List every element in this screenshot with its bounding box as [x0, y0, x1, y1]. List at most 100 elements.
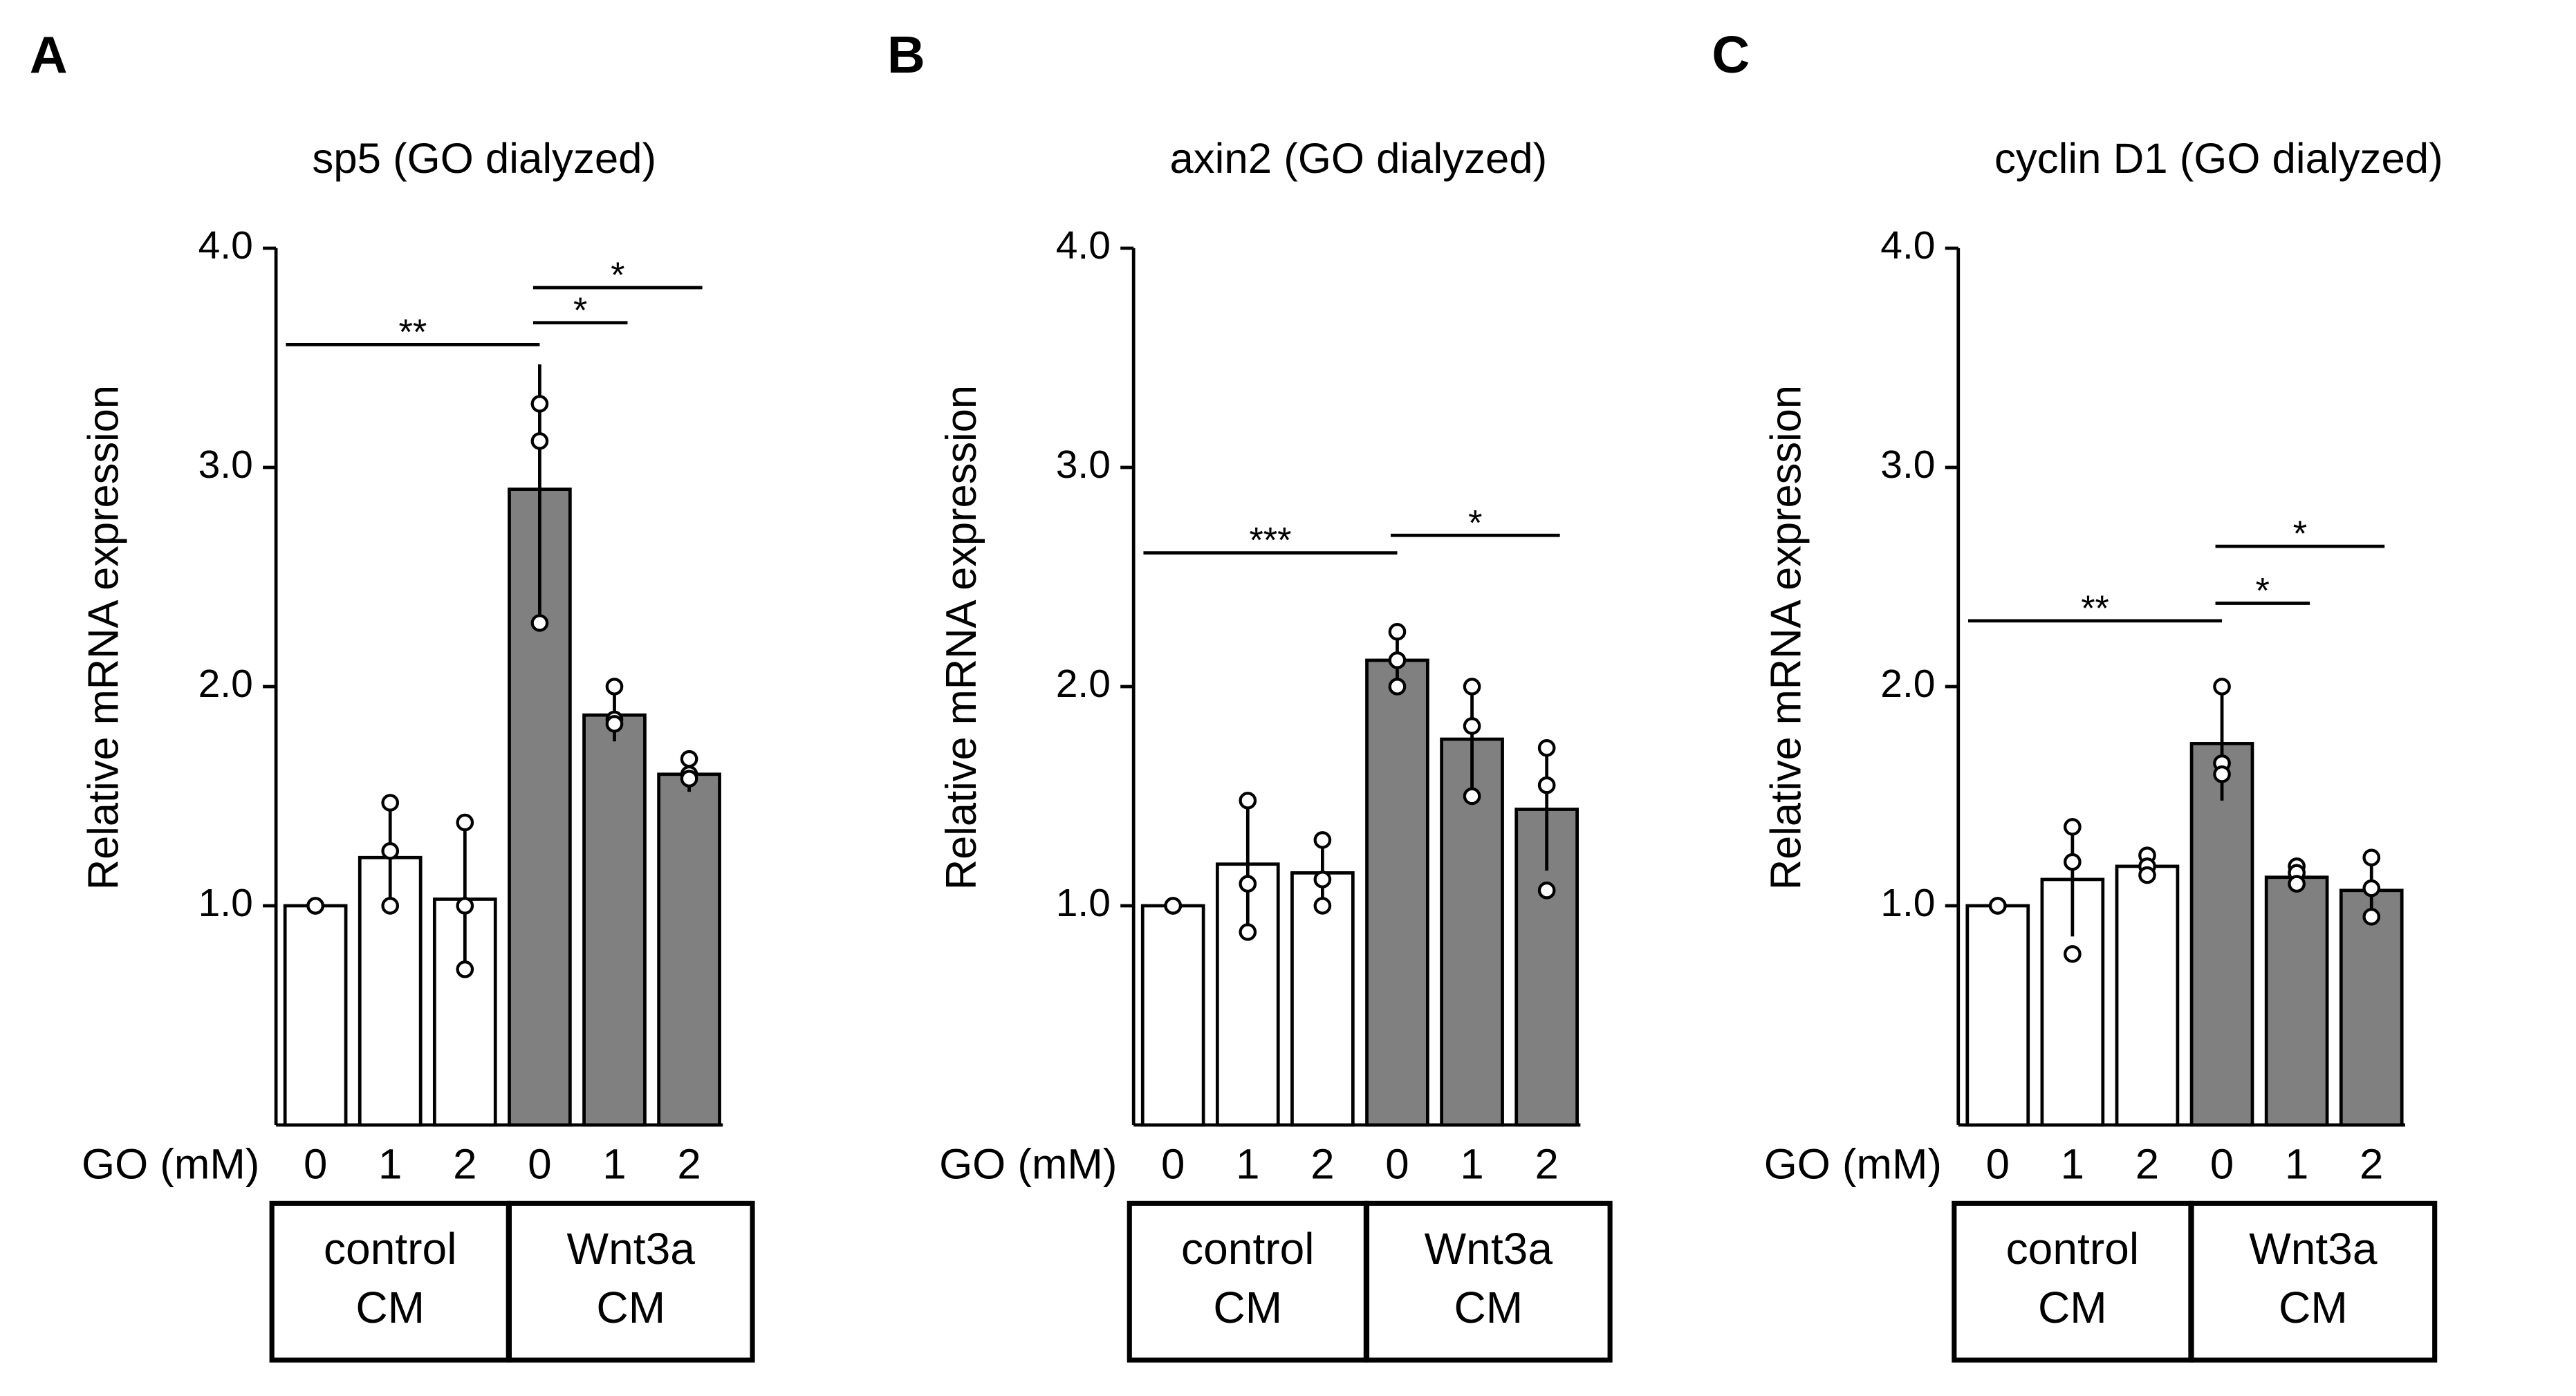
group-label: Wnt3a — [567, 1224, 696, 1274]
chart-title: axin2 (GO dialyzed) — [1169, 135, 1547, 183]
significance-label: ** — [399, 313, 427, 353]
x-tick-label: 0 — [1161, 1141, 1185, 1189]
data-point — [2064, 853, 2082, 871]
x-axis-label: GO (mM) — [82, 1141, 259, 1189]
group-label: CM — [355, 1283, 425, 1332]
x-tick-label: 2 — [677, 1141, 701, 1189]
data-point — [456, 813, 474, 832]
data-point — [680, 750, 698, 768]
x-tick-label: 2 — [1535, 1141, 1558, 1189]
bar — [2040, 877, 2105, 1127]
bar — [1290, 871, 1355, 1127]
data-point — [1988, 897, 2007, 915]
data-point — [1463, 787, 1481, 806]
y-tick-label: 3.0 — [1056, 443, 1111, 487]
group-label: CM — [2038, 1283, 2107, 1332]
bar — [2115, 864, 2180, 1127]
y-axis-label: Relative mRNA expression — [80, 385, 128, 890]
data-point — [1239, 923, 1257, 941]
data-point — [1239, 792, 1257, 810]
data-point — [605, 715, 624, 733]
data-point — [1388, 678, 1407, 696]
data-point — [1313, 831, 1332, 849]
x-tick-label: 0 — [528, 1141, 551, 1189]
y-tick-label: 2.0 — [1880, 662, 1935, 706]
data-point — [2213, 678, 2231, 696]
data-point — [1164, 897, 1183, 915]
x-axis-label: GO (mM) — [1764, 1141, 1942, 1189]
panel-letter: B — [887, 26, 925, 84]
data-point — [381, 794, 400, 812]
data-point — [456, 897, 474, 915]
x-tick-label: 1 — [602, 1141, 626, 1189]
x-tick-label: 1 — [2061, 1141, 2084, 1189]
significance-label: * — [573, 290, 587, 331]
bar — [1965, 904, 2030, 1127]
data-point — [381, 897, 400, 915]
x-tick-label: 0 — [1385, 1141, 1409, 1189]
bar — [2189, 742, 2254, 1127]
bar — [508, 487, 572, 1127]
group-label: Wnt3a — [2249, 1224, 2378, 1274]
data-point — [456, 960, 474, 978]
bar — [1140, 904, 1205, 1127]
data-point — [1463, 678, 1481, 696]
data-point — [2362, 908, 2381, 926]
y-tick-label: 2.0 — [1056, 662, 1111, 706]
data-point — [2064, 944, 2082, 963]
data-point — [2362, 848, 2381, 866]
x-tick-label: 0 — [304, 1141, 327, 1189]
data-point — [1537, 882, 1556, 900]
group-label: control — [1181, 1224, 1314, 1274]
group-box — [1364, 1200, 1613, 1363]
data-point — [1463, 717, 1481, 735]
y-tick-label: 1.0 — [1056, 882, 1111, 925]
data-point — [1313, 897, 1332, 915]
group-box — [2189, 1200, 2438, 1363]
x-tick-label: 1 — [1236, 1141, 1259, 1189]
x-tick-label: 1 — [1460, 1141, 1483, 1189]
x-tick-label: 2 — [1310, 1141, 1334, 1189]
x-tick-label: 1 — [378, 1141, 402, 1189]
y-tick-label: 1.0 — [198, 882, 253, 925]
y-tick-label: 2.0 — [198, 662, 253, 706]
y-tick-label: 3.0 — [1880, 443, 1935, 487]
data-point — [2064, 818, 2082, 836]
data-point — [2288, 875, 2306, 893]
data-point — [306, 897, 324, 915]
x-tick-label: 0 — [1986, 1141, 2010, 1189]
bar — [2339, 888, 2404, 1127]
y-axis-label: Relative mRNA expression — [938, 385, 985, 890]
data-point — [381, 841, 400, 860]
significance-label: * — [1468, 503, 1482, 543]
panel-letter: C — [1712, 26, 1750, 84]
data-point — [1388, 651, 1407, 669]
y-tick-label: 4.0 — [198, 224, 253, 268]
significance-label: * — [611, 256, 624, 296]
y-tick-label: 4.0 — [1056, 224, 1111, 268]
data-point — [530, 432, 549, 450]
chart-title: sp5 (GO dialyzed) — [312, 135, 656, 183]
group-label: CM — [1454, 1283, 1523, 1332]
y-tick-label: 4.0 — [1880, 224, 1935, 268]
panel-letter: A — [30, 26, 68, 84]
data-point — [1239, 875, 1257, 893]
data-point — [530, 614, 549, 632]
data-point — [2362, 879, 2381, 897]
significance-label: ** — [2081, 589, 2109, 629]
group-label: CM — [596, 1283, 665, 1332]
x-tick-label: 0 — [2210, 1141, 2234, 1189]
group-label: control — [324, 1224, 456, 1274]
data-point — [680, 770, 698, 788]
data-point — [605, 678, 624, 696]
bar — [657, 772, 721, 1127]
data-point — [1537, 776, 1556, 794]
data-point — [1537, 738, 1556, 757]
bar — [582, 713, 647, 1127]
group-label: control — [2006, 1224, 2139, 1274]
significance-label: *** — [1249, 521, 1291, 561]
group-label: Wnt3a — [1425, 1224, 1553, 1274]
x-tick-label: 2 — [2360, 1141, 2383, 1189]
